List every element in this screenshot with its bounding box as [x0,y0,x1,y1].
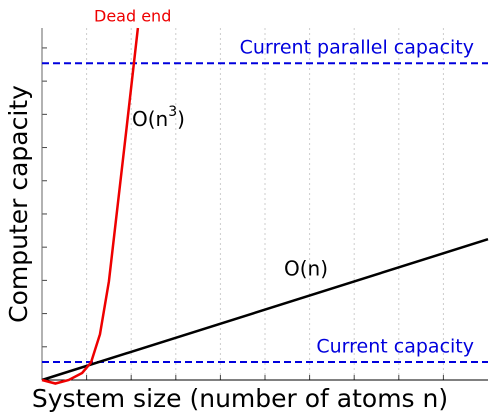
label-part: ) [177,107,185,131]
series-label: O(n3) [132,104,185,131]
y-axis-label: Computer capacity [4,85,33,323]
label-part: O(n [132,107,168,131]
series-line [41,238,489,382]
series-label: O(n) [284,257,328,281]
label-sup: 3 [168,104,177,120]
annotation: Dead end [94,7,171,26]
x-axis-label: System size (number of atoms n) [32,384,448,413]
series-line [41,27,140,385]
reference-label: Current parallel capacity [240,37,474,59]
reference-label: Current capacity [316,336,474,358]
